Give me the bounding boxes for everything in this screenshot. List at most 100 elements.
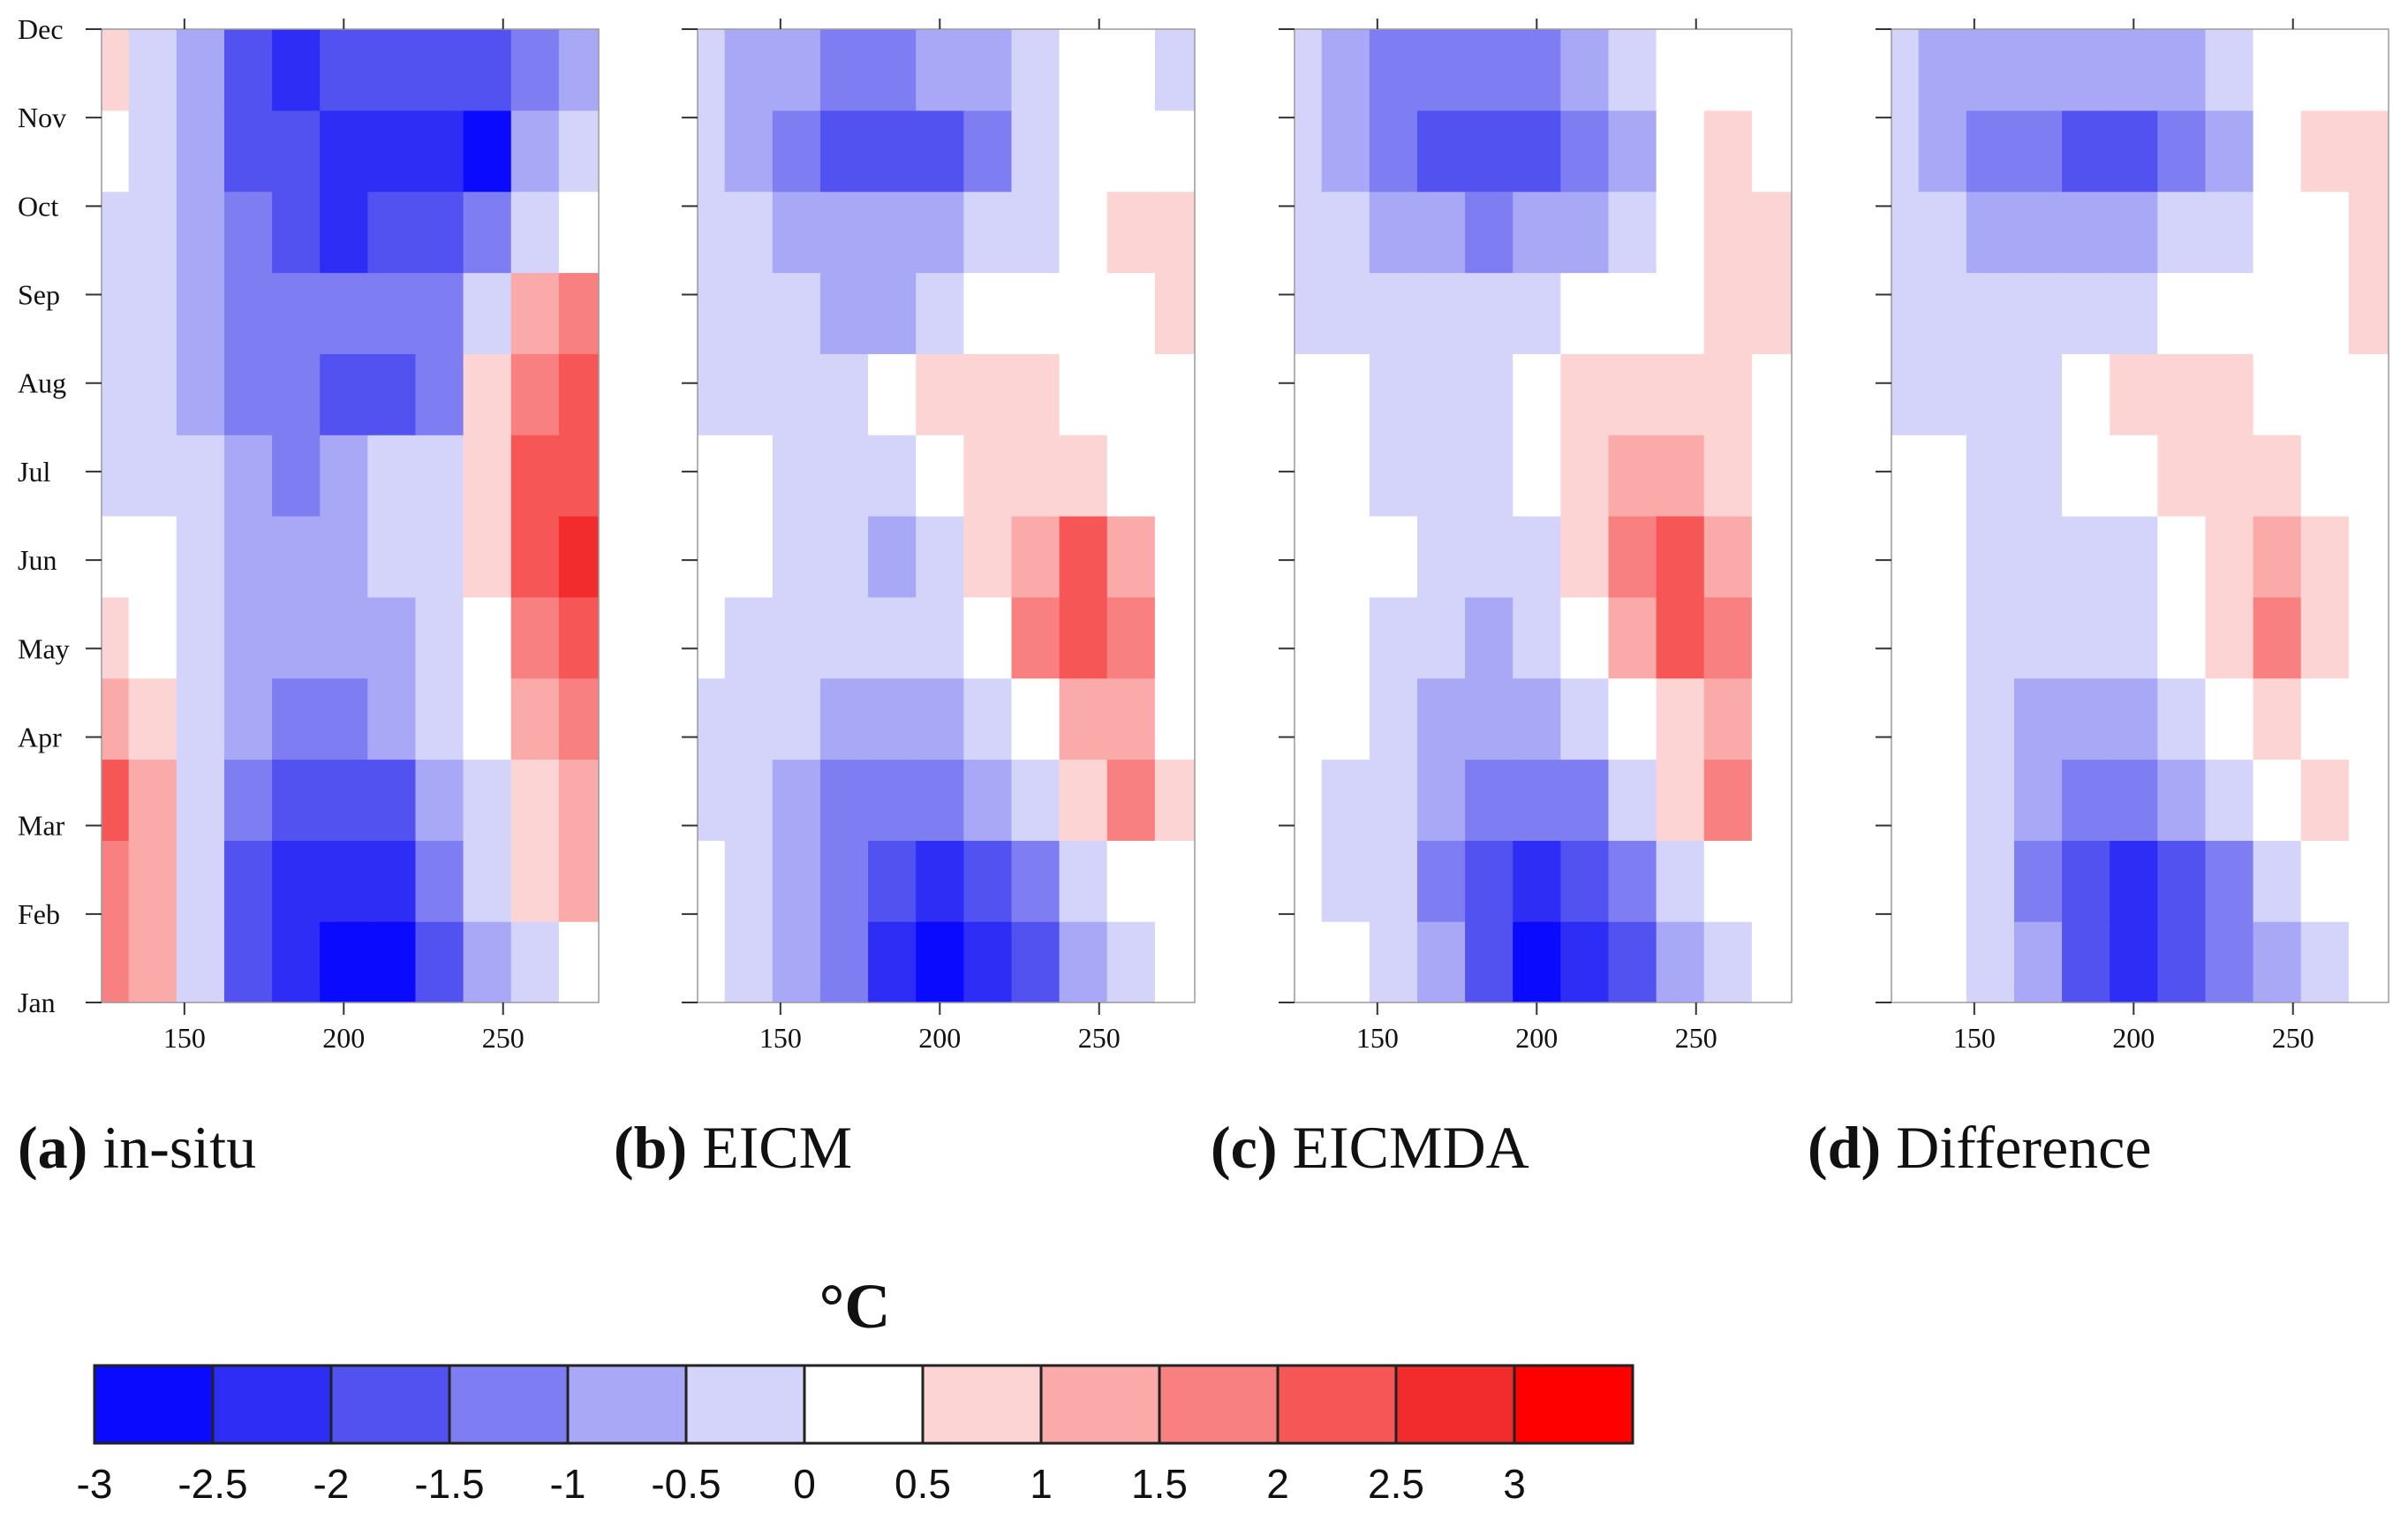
heatmap-cell xyxy=(2110,110,2158,193)
heatmap-cell xyxy=(1416,840,1466,922)
heatmap-cell xyxy=(2110,596,2158,679)
heatmap-cell xyxy=(1656,516,1705,598)
heatmap-cell xyxy=(1513,435,1561,517)
colorbar-boxes xyxy=(93,1364,1634,1445)
heatmap-cell xyxy=(415,840,464,922)
heatmap-cell xyxy=(367,921,417,1003)
heatmap-cell xyxy=(176,921,225,1003)
y-tick-label: Jul xyxy=(18,456,50,488)
heatmap-cell xyxy=(2013,435,2063,517)
heatmap-cell xyxy=(1106,516,1156,598)
heatmap-cell xyxy=(272,272,321,354)
heatmap-cell xyxy=(1513,596,1561,679)
heatmap-cell xyxy=(1560,272,1610,354)
heatmap-cell xyxy=(1369,29,1418,111)
heatmap-cell xyxy=(1321,759,1370,841)
heatmap-cell xyxy=(1321,191,1370,274)
heatmap-cell xyxy=(2205,29,2254,111)
heatmap-cell xyxy=(2205,272,2254,354)
heatmap-cell xyxy=(772,272,821,354)
heatmap-cell xyxy=(1751,921,1793,1003)
heatmap-cell xyxy=(772,435,821,517)
heatmap-cell xyxy=(1751,29,1793,111)
heatmap-cell xyxy=(1966,272,2015,354)
heatmap-cell xyxy=(2110,840,2158,922)
heatmap-cell xyxy=(868,353,917,435)
heatmap-cell xyxy=(1608,435,1657,517)
heatmap-cell xyxy=(1416,516,1466,598)
heatmap-cell xyxy=(320,29,368,111)
heatmap-cell xyxy=(1011,759,1061,841)
heatmap-cell xyxy=(1560,110,1610,193)
heatmap-cell xyxy=(415,272,464,354)
colorbar-box xyxy=(566,1364,688,1445)
heatmap-cell xyxy=(320,110,368,193)
heatmap-cell xyxy=(1560,353,1610,435)
heatmap-cell xyxy=(2300,677,2350,760)
plot-frame xyxy=(697,28,1196,1003)
heatmap-cell xyxy=(1369,759,1418,841)
heatmap-cell xyxy=(1369,191,1418,274)
heatmap-cell xyxy=(868,29,917,111)
heatmap-cell xyxy=(1154,516,1196,598)
x-tick-label: 200 xyxy=(322,1022,365,1054)
heatmap-cell xyxy=(1369,921,1418,1003)
heatmap-cell xyxy=(510,921,560,1003)
heatmap-cell xyxy=(128,110,177,193)
heatmap-cell xyxy=(2253,110,2302,193)
heatmap-cell xyxy=(1891,110,1920,193)
heatmap-cell xyxy=(1918,677,1967,760)
plot-frame xyxy=(1891,28,2389,1003)
heatmap-cell xyxy=(1560,921,1610,1003)
heatmap-cell xyxy=(320,596,368,679)
heatmap-cell xyxy=(510,110,560,193)
heatmap-cell xyxy=(1966,435,2015,517)
heatmap-cell xyxy=(176,677,225,760)
heatmap-field xyxy=(1295,29,1793,1003)
panel-caption-letter: (d) xyxy=(1808,1114,1881,1181)
heatmap-cell xyxy=(1891,353,1920,435)
heatmap-cell xyxy=(272,29,321,111)
heatmap-cell xyxy=(1966,353,2015,435)
heatmap-cell xyxy=(963,191,1013,274)
heatmap-cell xyxy=(868,110,917,193)
heatmap-cell xyxy=(102,353,130,435)
heatmap-cell xyxy=(558,921,600,1003)
heatmap-cell xyxy=(223,516,273,598)
heatmap-cell xyxy=(1106,29,1156,111)
y-tick-label: Sep xyxy=(18,279,60,311)
heatmap-cell xyxy=(868,191,917,274)
heatmap-cell xyxy=(510,272,560,354)
heatmap-cell xyxy=(1321,921,1370,1003)
heatmap-cell xyxy=(272,435,321,517)
colorbar-box xyxy=(211,1364,333,1445)
heatmap-cell xyxy=(558,191,600,274)
heatmap-cell xyxy=(2253,677,2302,760)
heatmap-cell xyxy=(724,29,774,111)
heatmap-cell xyxy=(1154,191,1196,274)
heatmap-cell xyxy=(1891,921,1920,1003)
heatmap-cell xyxy=(128,840,177,922)
heatmap-cell xyxy=(272,353,321,435)
heatmap-cell xyxy=(223,353,273,435)
heatmap-cell xyxy=(1751,840,1793,922)
colorbar-label: 0.5 xyxy=(895,1461,951,1507)
heatmap-cell xyxy=(1608,516,1657,598)
heatmap-cell xyxy=(2253,353,2302,435)
heatmap-cell xyxy=(2205,353,2254,435)
heatmap-cell xyxy=(2253,840,2302,922)
heatmap-cell xyxy=(2348,921,2389,1003)
heatmap-cell xyxy=(1966,596,2015,679)
heatmap-cell xyxy=(320,191,368,274)
heatmap-cell xyxy=(176,759,225,841)
colorbar-label: 2 xyxy=(1266,1461,1289,1507)
heatmap-cell xyxy=(1011,516,1061,598)
heatmap-cell xyxy=(1106,759,1156,841)
heatmap-cell xyxy=(1513,272,1561,354)
heatmap-cell xyxy=(1011,353,1061,435)
heatmap-cell xyxy=(916,516,964,598)
heatmap-cell xyxy=(1059,840,1108,922)
colorbar-box xyxy=(1394,1364,1516,1445)
heatmap-cell xyxy=(558,596,600,679)
